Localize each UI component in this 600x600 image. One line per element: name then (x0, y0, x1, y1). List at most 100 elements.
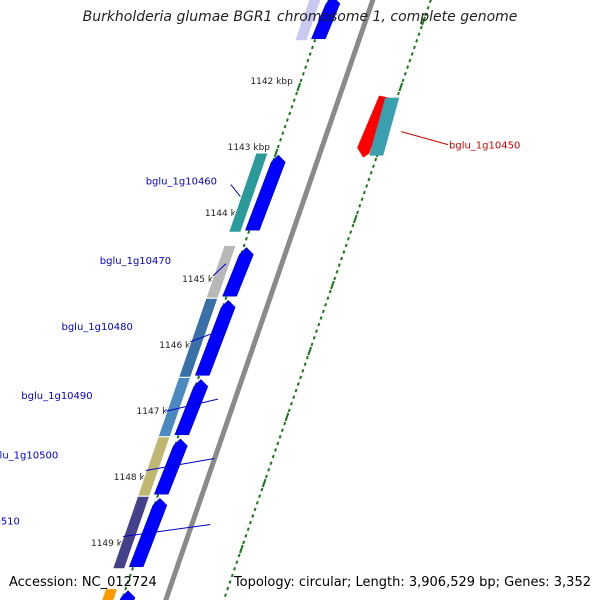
minor-tick-reverse (276, 441, 280, 446)
minor-tick-reverse (264, 474, 268, 479)
forward-gene-leader-line (145, 458, 215, 471)
minor-tick-forward (281, 131, 285, 136)
minor-tick-forward (276, 144, 280, 149)
major-tick-reverse (261, 478, 267, 488)
forward-cds-arrow (311, 0, 341, 40)
reverse-gene-stripe (369, 97, 400, 156)
minor-tick-reverse (349, 230, 353, 235)
kbp-tick-label: 1144 kbp (205, 209, 248, 219)
minor-tick-reverse (342, 250, 346, 254)
minor-tick-reverse (358, 203, 362, 208)
backbone-line (163, 0, 376, 600)
minor-tick-reverse (335, 269, 339, 274)
reverse-gene-label: bglu_1g10450 (449, 141, 520, 152)
minor-tick-reverse (369, 170, 373, 175)
major-tick-reverse (421, 16, 426, 26)
minor-tick-reverse (228, 580, 232, 584)
forward-gene-label: bglu_1g10460 (146, 177, 217, 188)
minor-tick-reverse (292, 395, 296, 400)
minor-tick-forward (126, 580, 130, 584)
kbp-tick-label: 1142 kbp (250, 77, 293, 87)
minor-tick-reverse (246, 527, 250, 532)
minor-tick-reverse (408, 58, 412, 63)
forward-gene-leader-line (190, 329, 223, 343)
minor-tick-reverse (317, 322, 321, 327)
kbp-tick-label: 1146 kbp (159, 341, 202, 351)
minor-tick-forward (301, 71, 305, 76)
minor-tick-reverse (233, 566, 237, 571)
minor-tick-forward (224, 296, 228, 301)
minor-tick-reverse (326, 296, 330, 301)
minor-tick-reverse (426, 5, 430, 10)
major-tick-reverse (398, 82, 404, 92)
minor-tick-reverse (419, 25, 423, 30)
minor-tick-reverse (290, 401, 293, 406)
minor-tick-forward (197, 375, 201, 380)
minor-tick-reverse (267, 467, 271, 472)
minor-tick-reverse (344, 243, 348, 248)
minor-tick-reverse (371, 164, 375, 169)
minor-tick-forward (295, 91, 298, 96)
minor-tick-reverse (242, 540, 246, 545)
minor-tick-reverse (324, 302, 328, 307)
minor-tick-reverse (230, 573, 234, 578)
minor-tick-reverse (321, 309, 325, 314)
minor-tick-reverse (294, 388, 298, 393)
minor-tick-reverse (356, 210, 359, 215)
minor-tick-reverse (410, 52, 414, 56)
minor-tick-reverse (340, 256, 344, 261)
forward-cds-arrow (245, 154, 286, 231)
minor-tick-reverse (401, 78, 405, 83)
minor-tick-reverse (333, 276, 337, 281)
map-title: Burkholderia glumae BGR1 chromosome 1, c… (82, 9, 518, 25)
minor-tick-forward (176, 434, 180, 439)
minor-tick-reverse (253, 507, 257, 512)
minor-tick-reverse (337, 263, 341, 268)
minor-tick-forward (310, 45, 314, 50)
minor-tick-reverse (301, 368, 305, 373)
forward-gene-leader-line (123, 524, 211, 537)
forward-cds-arrow (194, 299, 236, 376)
minor-tick-reverse (223, 593, 227, 598)
minor-tick-reverse (235, 560, 239, 565)
minor-tick-reverse (374, 157, 378, 162)
minor-tick-reverse (415, 38, 419, 43)
minor-tick-reverse (406, 65, 410, 70)
minor-tick-forward (242, 243, 246, 248)
forward-cds-arrow (222, 247, 254, 297)
minor-tick-reverse (269, 461, 273, 466)
minor-tick-reverse (249, 520, 252, 525)
minor-tick-reverse (367, 177, 371, 182)
minor-tick-forward (131, 566, 135, 571)
forward-gene-leader-line (212, 263, 227, 277)
accession-label: Accession: NC_012724 (9, 575, 157, 590)
minor-tick-reverse (287, 408, 291, 413)
forward-gene-label: bglu_1g10510 (0, 517, 20, 528)
minor-tick-forward (285, 118, 289, 122)
minor-tick-forward (288, 111, 292, 116)
minor-tick-reverse (360, 197, 364, 202)
forward-gene-block (294, 0, 322, 42)
forward-gene-label: bglu_1g10500 (0, 451, 58, 462)
minor-tick-reverse (296, 382, 300, 386)
reverse-gene-arrow (357, 95, 390, 158)
minor-tick-forward (306, 58, 310, 63)
forward-gene-block (227, 152, 269, 233)
minor-tick-reverse (310, 342, 314, 347)
minor-tick-reverse (315, 329, 318, 334)
minor-tick-reverse (260, 487, 264, 492)
forward-cds-arrow (119, 590, 136, 600)
minor-tick-reverse (417, 32, 421, 37)
minor-tick-reverse (251, 514, 255, 518)
major-tick-forward (273, 148, 279, 158)
minor-tick-reverse (403, 71, 407, 76)
minor-tick-reverse (280, 428, 284, 433)
minor-tick-reverse (283, 421, 287, 426)
kbp-tick-label: 1145 kbp (182, 275, 225, 285)
forward-gene-label: bglu_1g10490 (21, 391, 92, 402)
minor-tick-forward (124, 586, 128, 591)
minor-tick-forward (299, 78, 303, 83)
major-tick-forward (296, 82, 302, 92)
minor-tick-reverse (258, 494, 262, 499)
